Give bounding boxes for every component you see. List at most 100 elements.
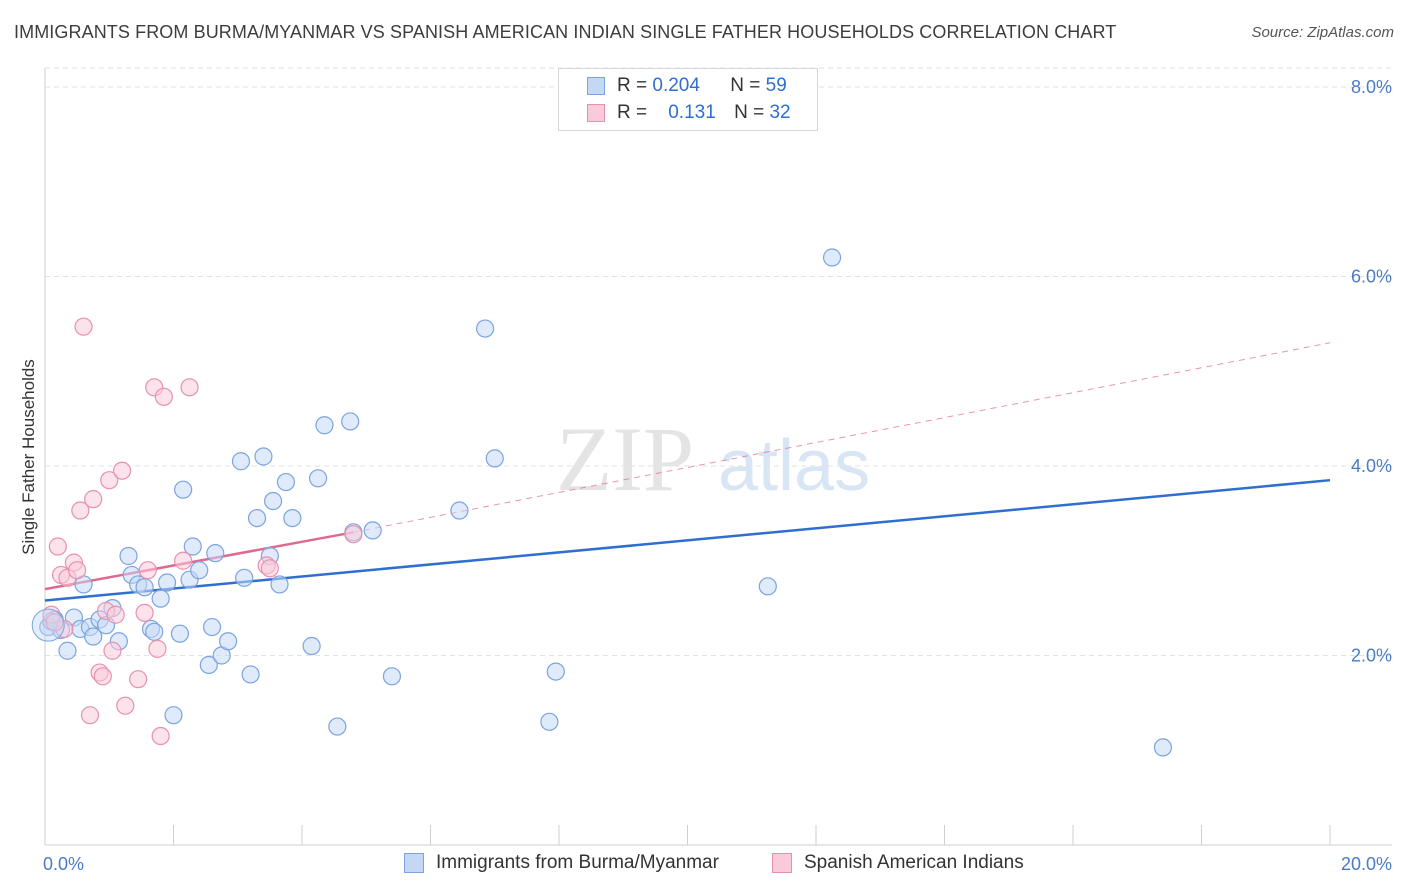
point-burma	[119, 546, 138, 566]
bottom-legend-swatch-blue	[404, 853, 424, 873]
y-tick-label: 4.0%	[1351, 456, 1392, 476]
legend-n-value-spanish: 32	[769, 102, 791, 123]
source-label: Source: ZipAtlas.com	[1251, 24, 1394, 41]
point-burma	[276, 472, 296, 492]
legend-r-value-spanish: 0.131	[668, 102, 716, 123]
point-burma	[485, 449, 504, 468]
tick-labels: 2.0% 4.0% 6.0% 8.0% 0.0% 20.0%	[43, 77, 1392, 874]
y-axis-label: Single Father Households	[19, 359, 38, 555]
point-burma	[190, 561, 209, 580]
point-burma	[157, 573, 177, 592]
legend-row-spanish: R = 0.131 N = 32	[587, 101, 791, 125]
point-burma	[170, 624, 190, 643]
y-tick-label: 6.0%	[1351, 266, 1392, 286]
y-tick-label: 8.0%	[1351, 77, 1392, 97]
point-spanish	[112, 461, 132, 480]
point-spanish	[138, 561, 157, 580]
point-burma	[206, 544, 225, 563]
point-spanish	[80, 706, 100, 725]
point-spanish	[344, 525, 363, 544]
point-burma	[341, 412, 360, 431]
trend-line-1	[44, 531, 354, 591]
legend-r-label: R =	[617, 102, 648, 123]
point-spanish	[129, 670, 148, 689]
watermark-atlas: atlas	[718, 426, 870, 506]
point-burma	[164, 706, 183, 725]
point-spanish	[148, 639, 167, 658]
point-burma	[58, 641, 77, 660]
point-burma	[202, 617, 222, 637]
point-burma	[151, 589, 170, 608]
trend-lines	[44, 342, 1331, 602]
point-burma	[315, 416, 334, 435]
point-burma	[247, 508, 267, 528]
point-burma	[328, 717, 347, 736]
point-burma	[219, 632, 238, 651]
point-spanish	[174, 551, 193, 570]
point-burma	[1153, 738, 1173, 757]
y-tick-label: 2.0%	[1351, 645, 1392, 665]
point-burma	[235, 568, 254, 587]
point-burma	[546, 662, 565, 681]
trend-line-0	[44, 478, 1331, 602]
bottom-legend-burma: Immigrants from Burma/Myanmar	[404, 852, 719, 874]
point-burma	[283, 508, 302, 528]
trend-extension-1	[353, 342, 1331, 533]
point-burma	[199, 655, 218, 675]
point-spanish	[180, 378, 199, 397]
point-burma	[183, 537, 202, 556]
point-spanish	[103, 641, 122, 660]
bottom-legend-spanish: Spanish American Indians	[772, 852, 1024, 874]
legend-row-burma: R = 0.204 N = 59	[587, 74, 787, 98]
point-burma	[758, 577, 777, 596]
point-spanish	[260, 559, 279, 578]
point-burma	[263, 491, 283, 511]
point-spanish	[106, 605, 125, 624]
chart-title: IMMIGRANTS FROM BURMA/MYANMAR VS SPANISH…	[14, 22, 1117, 42]
axes	[44, 68, 1392, 846]
point-burma	[308, 469, 328, 488]
point-spanish	[84, 490, 103, 509]
point-burma	[822, 248, 842, 267]
point-burma	[270, 575, 289, 594]
point-spanish	[71, 501, 90, 520]
point-spanish	[135, 603, 154, 622]
point-spanish	[116, 696, 135, 715]
bottom-legend-label-burma: Immigrants from Burma/Myanmar	[436, 852, 719, 873]
point-burma	[382, 667, 402, 686]
point-spanish	[45, 613, 64, 632]
legend-n-label: N =	[730, 75, 761, 96]
legend-swatch-pink	[587, 104, 605, 122]
x-tick-label: 0.0%	[43, 854, 84, 874]
point-burma	[84, 627, 103, 646]
stats-legend: R = 0.204 N = 59 R = 0.131 N = 32	[558, 68, 818, 131]
point-spanish	[154, 387, 173, 406]
legend-r-value-burma: 0.204	[652, 75, 700, 96]
point-burma	[450, 501, 469, 520]
legend-swatch-blue	[587, 77, 605, 95]
point-spanish	[48, 537, 67, 556]
watermark-zip: ZIP	[556, 408, 694, 510]
gridlines	[45, 67, 1392, 656]
point-burma	[231, 452, 251, 471]
bottom-legend-swatch-pink	[772, 853, 792, 873]
point-burma	[476, 319, 495, 338]
point-spanish	[93, 667, 112, 686]
point-spanish	[68, 561, 87, 580]
point-burma	[174, 480, 193, 499]
point-burma	[302, 636, 321, 656]
legend-n-label: N =	[734, 102, 765, 123]
point-burma	[254, 447, 273, 466]
point-spanish	[100, 471, 119, 490]
bottom-legend-label-spanish: Spanish American Indians	[804, 852, 1024, 873]
point-burma	[145, 622, 164, 641]
point-spanish	[151, 726, 170, 746]
point-burma	[135, 578, 154, 597]
point-spanish	[74, 317, 93, 336]
point-burma	[540, 712, 559, 731]
point-burma-cluster	[31, 608, 65, 642]
data-points	[31, 248, 1173, 757]
point-burma	[363, 521, 382, 540]
legend-n-value-burma: 59	[765, 75, 787, 96]
